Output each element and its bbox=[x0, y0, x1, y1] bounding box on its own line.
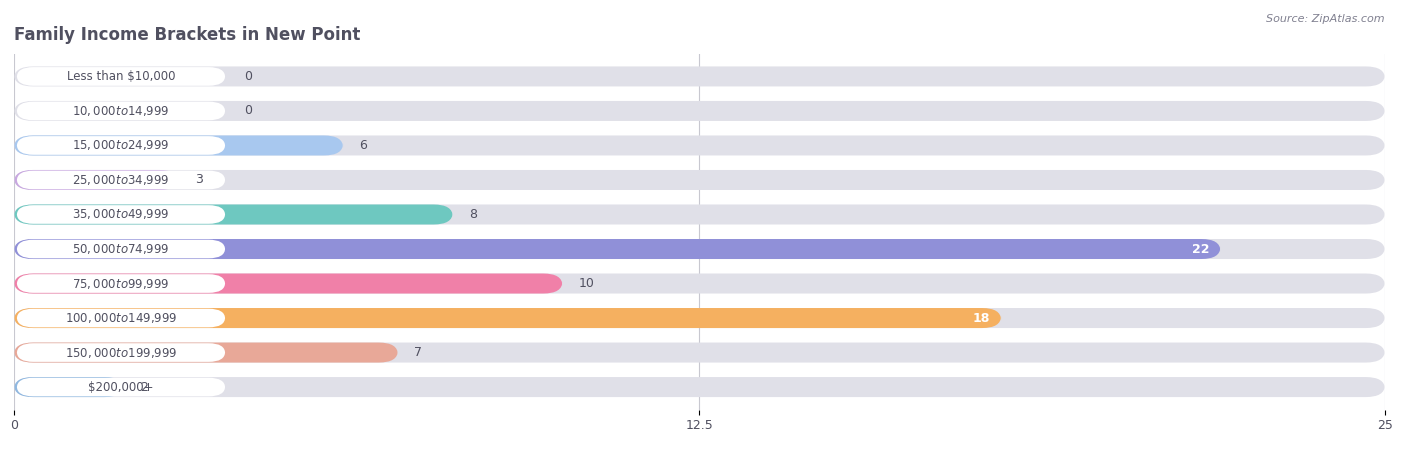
FancyBboxPatch shape bbox=[14, 274, 1385, 293]
FancyBboxPatch shape bbox=[17, 378, 225, 396]
FancyBboxPatch shape bbox=[14, 101, 1385, 121]
Text: $25,000 to $34,999: $25,000 to $34,999 bbox=[72, 173, 170, 187]
Text: $100,000 to $149,999: $100,000 to $149,999 bbox=[65, 311, 177, 325]
FancyBboxPatch shape bbox=[17, 343, 225, 362]
Text: $35,000 to $49,999: $35,000 to $49,999 bbox=[72, 207, 170, 221]
Text: 18: 18 bbox=[973, 311, 990, 324]
FancyBboxPatch shape bbox=[14, 239, 1220, 259]
Text: Source: ZipAtlas.com: Source: ZipAtlas.com bbox=[1267, 14, 1385, 23]
Text: 10: 10 bbox=[579, 277, 595, 290]
Text: 8: 8 bbox=[470, 208, 477, 221]
Text: $150,000 to $199,999: $150,000 to $199,999 bbox=[65, 346, 177, 360]
FancyBboxPatch shape bbox=[17, 205, 225, 224]
FancyBboxPatch shape bbox=[14, 308, 1385, 328]
Text: 0: 0 bbox=[245, 104, 252, 117]
FancyBboxPatch shape bbox=[14, 170, 1385, 190]
FancyBboxPatch shape bbox=[14, 239, 1385, 259]
Text: $50,000 to $74,999: $50,000 to $74,999 bbox=[72, 242, 170, 256]
Text: 3: 3 bbox=[195, 174, 202, 186]
FancyBboxPatch shape bbox=[14, 135, 1385, 155]
FancyBboxPatch shape bbox=[17, 240, 225, 258]
FancyBboxPatch shape bbox=[14, 342, 1385, 363]
FancyBboxPatch shape bbox=[14, 377, 1385, 397]
Text: $200,000+: $200,000+ bbox=[89, 381, 153, 394]
FancyBboxPatch shape bbox=[17, 171, 225, 189]
FancyBboxPatch shape bbox=[14, 204, 1385, 225]
Text: Family Income Brackets in New Point: Family Income Brackets in New Point bbox=[14, 26, 360, 44]
FancyBboxPatch shape bbox=[17, 102, 225, 120]
Text: $10,000 to $14,999: $10,000 to $14,999 bbox=[72, 104, 170, 118]
Text: 2: 2 bbox=[141, 381, 148, 394]
FancyBboxPatch shape bbox=[14, 274, 562, 293]
FancyBboxPatch shape bbox=[17, 309, 225, 327]
FancyBboxPatch shape bbox=[14, 135, 343, 155]
Text: $75,000 to $99,999: $75,000 to $99,999 bbox=[72, 276, 170, 291]
FancyBboxPatch shape bbox=[17, 67, 225, 86]
FancyBboxPatch shape bbox=[17, 136, 225, 155]
FancyBboxPatch shape bbox=[14, 204, 453, 225]
FancyBboxPatch shape bbox=[14, 342, 398, 363]
Text: 22: 22 bbox=[1192, 243, 1209, 256]
Text: 6: 6 bbox=[360, 139, 367, 152]
Text: Less than $10,000: Less than $10,000 bbox=[66, 70, 176, 83]
Text: 0: 0 bbox=[245, 70, 252, 83]
FancyBboxPatch shape bbox=[14, 67, 1385, 86]
Text: 7: 7 bbox=[415, 346, 422, 359]
FancyBboxPatch shape bbox=[14, 170, 179, 190]
FancyBboxPatch shape bbox=[14, 308, 1001, 328]
FancyBboxPatch shape bbox=[17, 274, 225, 293]
Text: $15,000 to $24,999: $15,000 to $24,999 bbox=[72, 139, 170, 153]
FancyBboxPatch shape bbox=[14, 377, 124, 397]
